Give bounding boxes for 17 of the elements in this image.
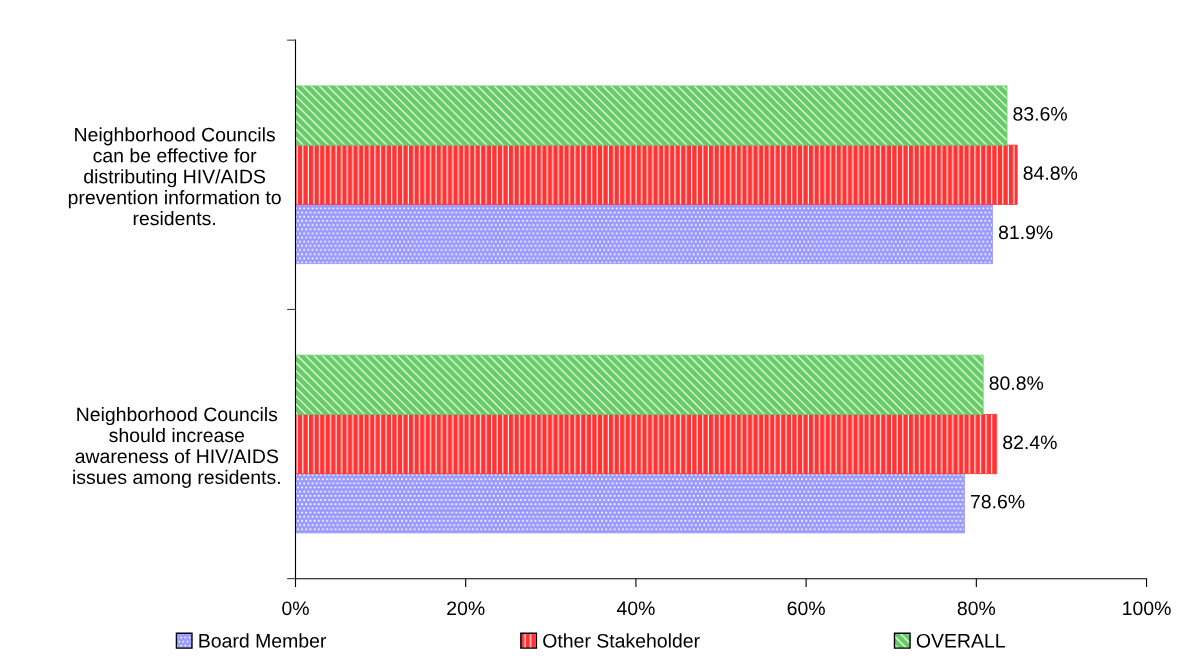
- data-label: 78.6%: [970, 494, 1025, 509]
- data-label: 80.8%: [989, 376, 1044, 391]
- x-tick-label: 0%: [282, 601, 309, 616]
- legend-label: OVERALL: [916, 633, 1005, 648]
- y-tick-label: Neighborhood Councils can be effective for distributing HIV/AIDS prevention information to residents.: [68, 127, 281, 226]
- legend-label: Other Stakeholder: [543, 633, 700, 648]
- data-label: 81.9%: [998, 225, 1053, 240]
- x-tick-label: 80%: [957, 601, 996, 616]
- x-tick-label: 100%: [1123, 601, 1171, 616]
- legend-label: Board Member: [199, 633, 327, 648]
- y-tick-label: Neighborhood Councils should increase awareness of HIV/AIDS issues among residents.: [73, 407, 280, 488]
- x-tick-label: 40%: [616, 601, 655, 616]
- x-tick-label: 60%: [787, 601, 825, 616]
- data-label: 82.4%: [1003, 435, 1057, 450]
- x-tick-label: 20%: [447, 601, 485, 616]
- data-label: 83.6%: [1013, 106, 1067, 121]
- data-label: 84.8%: [1023, 166, 1078, 180]
